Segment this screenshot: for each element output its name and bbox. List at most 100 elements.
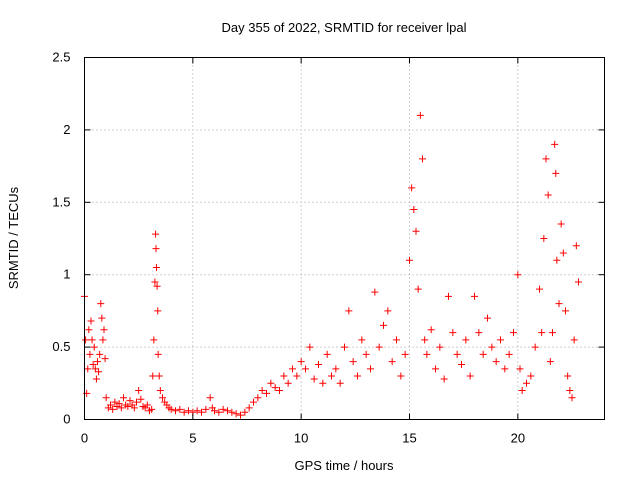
- data-point: [137, 395, 145, 403]
- data-point: [215, 408, 223, 416]
- data-point: [421, 336, 429, 344]
- data-point: [518, 387, 526, 395]
- data-point: [258, 387, 266, 395]
- data-point: [92, 375, 100, 383]
- data-point: [135, 387, 143, 395]
- y-tick-label: 1.5: [52, 194, 70, 209]
- y-tick-label: 2: [63, 122, 70, 137]
- data-point: [143, 401, 151, 409]
- data-point: [90, 343, 98, 351]
- x-tick-label: 10: [294, 431, 308, 446]
- data-point: [419, 155, 426, 163]
- data-point: [538, 329, 546, 337]
- data-point: [449, 329, 457, 337]
- data-point: [237, 411, 244, 419]
- data-point: [180, 408, 188, 416]
- data-point: [549, 329, 556, 337]
- data-point: [388, 358, 396, 366]
- data-point: [109, 405, 117, 413]
- data-point: [152, 230, 160, 238]
- data-point: [341, 343, 348, 351]
- data-point: [410, 206, 418, 214]
- data-point: [516, 365, 524, 373]
- data-point: [406, 256, 413, 264]
- data-point: [408, 184, 416, 192]
- data-point: [232, 410, 240, 418]
- data-point: [484, 314, 491, 322]
- data-point: [172, 407, 179, 415]
- data-point: [133, 398, 140, 406]
- data-point: [263, 389, 270, 397]
- data-point: [89, 360, 97, 368]
- data-point: [566, 387, 574, 395]
- data-point: [336, 379, 344, 387]
- data-point: [497, 336, 504, 344]
- data-point: [546, 358, 554, 366]
- data-point: [575, 278, 582, 286]
- data-point: [254, 394, 262, 402]
- data-point: [458, 360, 465, 368]
- data-point: [559, 249, 567, 257]
- data-point: [198, 408, 205, 416]
- data-point: [167, 405, 175, 413]
- data-point: [85, 326, 93, 334]
- data-point: [154, 307, 162, 315]
- data-point: [98, 314, 106, 322]
- data-point: [436, 343, 444, 351]
- data-point: [445, 292, 452, 300]
- data-point: [384, 307, 392, 315]
- data-point: [250, 398, 257, 406]
- data-point: [414, 285, 422, 293]
- data-point: [371, 288, 379, 296]
- data-point: [551, 140, 559, 148]
- data-point: [84, 365, 92, 373]
- data-point: [241, 408, 249, 416]
- data-point: [293, 372, 301, 380]
- data-point: [151, 278, 159, 286]
- data-point: [375, 343, 383, 351]
- data-point: [117, 404, 125, 412]
- data-point: [224, 407, 231, 415]
- plot-frame: [84, 57, 605, 420]
- data-point: [82, 336, 90, 344]
- grid-lines: [84, 57, 605, 420]
- data-point: [120, 394, 127, 402]
- data-point: [564, 372, 572, 380]
- data-point: [531, 343, 539, 351]
- data-point: [152, 245, 160, 253]
- data-point: [153, 282, 161, 290]
- data-point: [202, 405, 210, 413]
- data-point: [555, 300, 563, 308]
- data-point: [542, 155, 550, 163]
- data-point: [94, 358, 101, 366]
- data-points: [81, 111, 582, 419]
- data-point: [367, 365, 374, 373]
- data-point: [523, 379, 530, 387]
- data-point: [362, 350, 370, 358]
- data-point: [156, 387, 164, 395]
- data-point: [211, 407, 218, 415]
- data-point: [510, 329, 517, 337]
- data-point: [440, 375, 448, 383]
- data-point: [130, 404, 138, 412]
- chart-title: Day 355 of 2022, SRMTID for receiver lpa…: [222, 20, 467, 35]
- data-point: [306, 343, 314, 351]
- data-point: [96, 350, 104, 358]
- data-point: [107, 401, 114, 409]
- data-point: [124, 402, 132, 410]
- data-point: [280, 372, 288, 380]
- data-point: [155, 372, 163, 380]
- data-point: [88, 336, 96, 344]
- data-point: [193, 407, 201, 415]
- data-point: [488, 343, 496, 351]
- data-point: [536, 285, 543, 293]
- data-point: [393, 336, 400, 344]
- data-point: [462, 336, 470, 344]
- data-point: [572, 242, 580, 250]
- data-point: [289, 365, 296, 373]
- data-point: [354, 372, 361, 380]
- data-point: [176, 405, 184, 413]
- data-point: [562, 307, 569, 315]
- data-point: [432, 365, 439, 373]
